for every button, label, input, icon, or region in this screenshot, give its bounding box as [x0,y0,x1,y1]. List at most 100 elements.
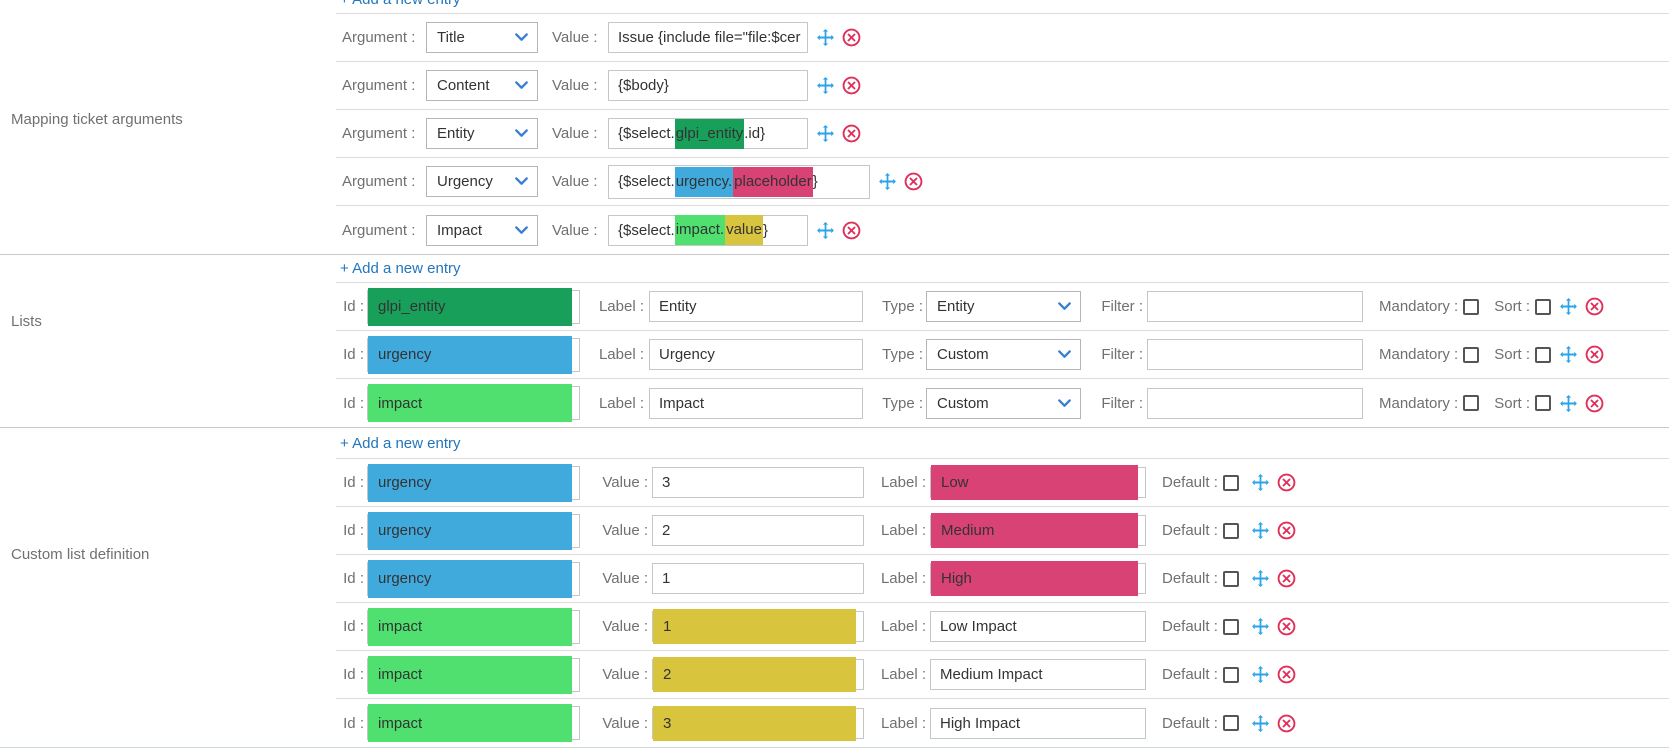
delete-icon[interactable] [842,221,861,240]
list-entry-row: Id : urgency Label : Urgency Type : Cust… [336,331,1669,379]
value-input[interactable]: {$select. urgency. placeholder} [608,164,870,199]
mandatory-checkbox[interactable] [1463,298,1480,315]
id-input[interactable]: impact [367,704,580,742]
argument-select[interactable]: Title [426,22,538,53]
mandatory-checkbox[interactable] [1463,346,1480,363]
label-input[interactable]: Impact [649,387,863,419]
label-input-text: Entity [659,298,697,315]
value-label: Value : [552,173,598,190]
move-icon[interactable] [878,172,897,191]
delete-icon[interactable] [1277,617,1296,636]
move-icon[interactable] [1251,521,1270,540]
add-entry-link[interactable]: + Add a new entry [340,260,461,277]
id-input[interactable]: impact [367,655,580,694]
delete-icon[interactable] [1277,714,1296,733]
sort-checkbox[interactable] [1535,395,1552,411]
argument-select[interactable]: Impact [426,214,538,246]
label-input[interactable]: Urgency [649,339,863,370]
filter-input[interactable] [1147,339,1363,370]
id-label: Id : [343,522,364,539]
delete-icon[interactable] [1277,473,1296,492]
delete-icon[interactable] [1277,521,1296,540]
delete-icon[interactable] [1277,665,1296,684]
filter-label: Filter : [1101,394,1143,412]
sort-checkbox[interactable] [1535,298,1552,315]
add-entry-link[interactable]: + Add a new entry [340,0,461,8]
move-icon[interactable] [1251,665,1270,684]
move-icon[interactable] [816,76,835,95]
delete-icon[interactable] [1277,569,1296,588]
delete-icon[interactable] [842,76,861,95]
id-input[interactable]: impact [367,607,580,646]
delete-icon[interactable] [904,172,923,191]
value-input[interactable]: {$body} [608,70,808,101]
move-icon[interactable] [1559,345,1578,364]
value-input[interactable]: 1 [652,609,864,644]
label-input[interactable]: High [930,561,1146,596]
type-label: Type : [882,298,923,315]
value-input[interactable]: 3 [652,467,864,498]
id-fill: impact [368,704,572,742]
move-icon[interactable] [1559,297,1578,316]
value-label: Value : [602,618,648,635]
default-checkbox[interactable] [1222,474,1239,491]
type-select[interactable]: Entity [926,291,1081,322]
move-icon[interactable] [1559,394,1578,413]
label-input[interactable]: Low Impact [930,611,1146,642]
section-label-mapping: Mapping ticket arguments [11,110,183,128]
default-checkbox[interactable] [1222,715,1239,731]
filter-input[interactable] [1147,387,1363,419]
id-input[interactable]: urgency [367,335,580,374]
id-input[interactable]: urgency [367,511,580,550]
mandatory-checkbox[interactable] [1463,395,1480,411]
id-label: Id : [343,346,364,363]
label-input[interactable]: Low [930,465,1146,500]
move-icon[interactable] [1251,473,1270,492]
default-checkbox[interactable] [1222,666,1239,683]
move-icon[interactable] [1251,714,1270,733]
value-input[interactable]: 3 [652,705,864,741]
label-input[interactable]: High Impact [930,707,1146,739]
default-checkbox[interactable] [1222,618,1239,635]
value-input[interactable]: Issue {include file="file:$cer [608,22,808,53]
label-input[interactable]: Entity [649,291,863,322]
move-icon[interactable] [1251,617,1270,636]
delete-icon[interactable] [842,124,861,143]
id-input[interactable]: impact [367,384,580,422]
argument-select[interactable]: Content [426,70,538,101]
value-input[interactable]: {$select. impact. value} [608,214,808,246]
type-select-value: Custom [937,346,989,363]
id-input[interactable]: urgency [367,559,580,598]
type-select[interactable]: Custom [926,387,1081,419]
move-icon[interactable] [816,28,835,47]
chevron-down-icon [1058,302,1071,310]
move-icon[interactable] [816,221,835,240]
argument-select[interactable]: Entity [426,118,538,149]
move-icon[interactable] [816,124,835,143]
value-input[interactable]: 1 [652,563,864,594]
delete-icon[interactable] [842,28,861,47]
value-input[interactable]: 2 [652,515,864,546]
move-icon[interactable] [1251,569,1270,588]
value-input[interactable]: {$select. glpi_entity .id} [608,118,808,149]
id-input[interactable]: urgency [367,463,580,502]
default-checkbox[interactable] [1222,522,1239,539]
label-input[interactable]: Medium [930,513,1146,548]
value-parts: {$select. urgency. placeholder} [609,166,818,197]
delete-icon[interactable] [1585,297,1604,316]
sort-checkbox[interactable] [1535,346,1552,363]
type-select[interactable]: Custom [926,339,1081,370]
delete-icon[interactable] [1585,394,1604,413]
add-entry-link[interactable]: + Add a new entry [340,434,461,452]
argument-select-value: Urgency [437,173,493,190]
id-input[interactable]: glpi_entity [367,287,580,326]
label-input[interactable]: Medium Impact [930,659,1146,690]
value-input[interactable]: 2 [652,657,864,692]
argument-label: Argument : [342,221,416,239]
default-checkbox[interactable] [1222,570,1239,587]
value-label: Value : [552,29,598,46]
filter-input[interactable] [1147,291,1363,322]
chevron-down-icon [515,81,528,89]
argument-select[interactable]: Urgency [426,166,538,197]
delete-icon[interactable] [1585,345,1604,364]
